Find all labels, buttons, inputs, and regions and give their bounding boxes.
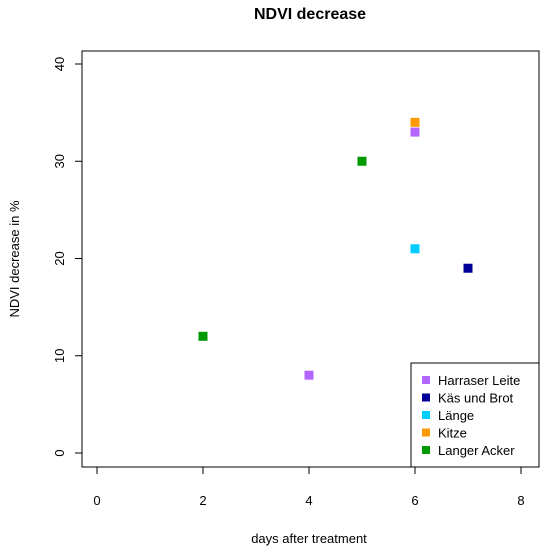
legend-entry: Harraser Leite — [438, 373, 520, 388]
x-axis: 0 2 4 6 8 — [93, 466, 525, 508]
x-tick-label: 6 — [411, 493, 418, 508]
y-tick-label: 20 — [52, 251, 67, 265]
data-point — [198, 331, 208, 341]
legend-swatch — [422, 446, 430, 454]
legend-entry: Länge — [438, 408, 474, 423]
legend-swatch — [422, 428, 430, 437]
legend-swatch — [422, 376, 430, 384]
legend-box — [410, 362, 540, 468]
legend-entry: Käs und Brot — [438, 391, 514, 406]
legend: Harraser Leite Käs und Brot Länge Kitze Lang… — [410, 362, 540, 468]
data-point — [304, 370, 314, 380]
x-tick-label: 8 — [517, 493, 524, 508]
y-tick-label: 30 — [52, 154, 67, 168]
chart-title: NDVI decrease — [254, 6, 366, 23]
x-tick-label: 2 — [199, 493, 206, 508]
data-point — [410, 117, 420, 127]
legend-swatch — [422, 411, 430, 419]
x-axis-label: days after treatment — [251, 531, 367, 546]
legend-swatch — [422, 393, 430, 402]
y-tick-label: 0 — [52, 449, 67, 456]
data-point — [410, 244, 420, 254]
data-point — [357, 156, 367, 166]
data-point — [410, 127, 420, 137]
legend-entry: Kitze — [438, 426, 467, 441]
y-tick-label: 10 — [52, 349, 67, 363]
y-axis-label: NDVI decrease in % — [7, 200, 22, 317]
legend-entry: Langer Acker — [438, 443, 515, 458]
x-tick-label: 0 — [93, 493, 100, 508]
y-tick-label: 40 — [52, 57, 67, 71]
data-point — [463, 263, 473, 273]
data-points — [198, 117, 473, 380]
y-axis: 0 10 20 30 40 — [52, 57, 83, 457]
x-tick-label: 4 — [305, 493, 312, 508]
